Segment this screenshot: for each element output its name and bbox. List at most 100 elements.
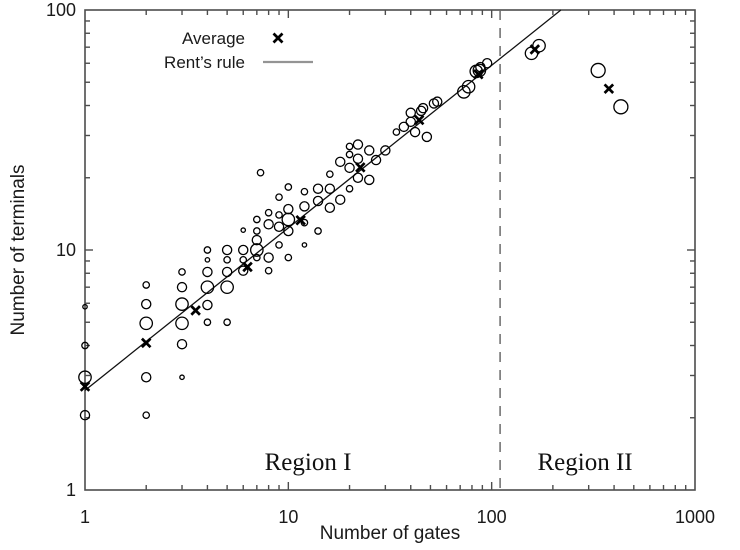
data-point-circle bbox=[363, 145, 375, 156]
data-point-circle bbox=[314, 227, 322, 235]
data-point-circle bbox=[202, 299, 213, 311]
data-point-circle bbox=[283, 225, 294, 237]
data-point-circle bbox=[223, 255, 231, 264]
data-point-circle bbox=[352, 139, 364, 150]
average-x-marker bbox=[190, 305, 201, 316]
data-point-circle bbox=[300, 187, 309, 196]
data-point-circle bbox=[281, 212, 296, 227]
average-x-marker bbox=[603, 83, 615, 94]
data-point-circle bbox=[409, 126, 421, 138]
data-point-circle bbox=[237, 265, 249, 276]
data-point-circle bbox=[421, 131, 433, 143]
data-point-circle bbox=[179, 374, 185, 381]
data-point-circle bbox=[345, 184, 354, 193]
plot-generated-layer: 1 10 100 1000 1 10 100 bbox=[46, 0, 715, 527]
x-tick-label: 100 bbox=[477, 507, 507, 527]
data-point-circle bbox=[200, 280, 215, 295]
data-point-circle bbox=[312, 183, 324, 194]
data-point-circle bbox=[273, 221, 285, 232]
data-point-circle bbox=[392, 128, 401, 136]
data-point-circle bbox=[415, 105, 427, 117]
data-point-circle bbox=[344, 162, 355, 174]
data-point-circle bbox=[239, 255, 248, 264]
data-point-circle bbox=[363, 174, 375, 186]
data-point-circle bbox=[405, 107, 417, 119]
average-x-marker bbox=[413, 114, 425, 126]
data-point-circle bbox=[142, 411, 151, 420]
data-point-circle bbox=[79, 409, 91, 421]
data-point-circle bbox=[334, 156, 346, 168]
average-x-marker bbox=[79, 381, 91, 392]
x-axis-title: Number of gates bbox=[320, 523, 460, 544]
data-point-circle bbox=[140, 371, 152, 383]
legend-rents-rule-label: Rent’s rule bbox=[164, 53, 245, 72]
data-point-circle bbox=[325, 170, 334, 179]
data-point-circle bbox=[324, 202, 336, 213]
data-point-circle bbox=[461, 79, 476, 94]
data-point-circle bbox=[481, 57, 493, 69]
data-point-circle bbox=[432, 96, 443, 107]
average-x-marker bbox=[473, 68, 484, 80]
data-point-circle bbox=[142, 281, 151, 289]
x-tick-label: 1 bbox=[80, 507, 90, 527]
data-point-circle bbox=[352, 153, 364, 164]
average-x-marker bbox=[529, 44, 541, 55]
data-point-circle bbox=[175, 297, 189, 311]
data-point-circle bbox=[263, 252, 274, 263]
data-point-circle bbox=[264, 266, 273, 275]
data-point-circle bbox=[81, 341, 89, 350]
data-point-circle bbox=[256, 168, 265, 177]
region-i-label: Region I bbox=[265, 449, 352, 476]
data-point-circle bbox=[223, 318, 231, 327]
legend-average-x-marker bbox=[272, 32, 284, 44]
data-point-circle bbox=[202, 266, 213, 278]
data-point-circle bbox=[284, 183, 293, 191]
data-point-circle bbox=[380, 145, 391, 156]
legend: Average Rent’s rule bbox=[164, 29, 313, 72]
data-point-circle bbox=[176, 281, 188, 293]
y-tick-label: 100 bbox=[46, 0, 76, 20]
y-tick-label: 1 bbox=[66, 480, 76, 500]
data-point-circle bbox=[457, 84, 471, 99]
data-point-circle bbox=[352, 172, 364, 184]
data-point-circle bbox=[221, 266, 233, 278]
data-point-circle bbox=[140, 298, 152, 310]
data-point-circle bbox=[139, 316, 154, 331]
y-axis-title: Number of terminals bbox=[8, 164, 29, 335]
data-point-circle bbox=[590, 62, 606, 79]
data-point-circle bbox=[252, 227, 261, 235]
x-tick-label: 1000 bbox=[675, 507, 715, 527]
data-point-circle bbox=[203, 246, 212, 254]
data-point-circle bbox=[252, 253, 261, 262]
data-point-circle bbox=[176, 338, 188, 350]
data-point-circle bbox=[398, 121, 410, 133]
data-point-circle bbox=[263, 219, 274, 230]
data-point-circle bbox=[299, 201, 310, 212]
data-point-circle bbox=[237, 244, 249, 256]
data-point-circle bbox=[264, 208, 273, 217]
data-point-circle bbox=[275, 241, 283, 249]
y-tick-label: 10 bbox=[56, 240, 76, 260]
data-point-circle bbox=[613, 99, 629, 115]
region-ii-label: Region II bbox=[538, 449, 633, 476]
data-point-circle bbox=[301, 242, 308, 248]
data-point-circle bbox=[251, 234, 263, 246]
data-point-circle bbox=[175, 316, 189, 331]
data-point-circle bbox=[249, 243, 264, 257]
plot-frame bbox=[84, 9, 696, 491]
average-x-marker bbox=[295, 215, 306, 226]
data-point-circle bbox=[324, 183, 336, 194]
data-point-circle bbox=[178, 268, 186, 276]
average-x-marker bbox=[355, 162, 366, 173]
data-point-circle bbox=[334, 194, 346, 205]
average-x-marker bbox=[140, 337, 152, 349]
data-point-circle bbox=[283, 203, 294, 215]
data-point-circle bbox=[82, 303, 88, 310]
x-tick-label: 10 bbox=[278, 507, 298, 527]
data-point-circle bbox=[204, 256, 211, 263]
data-point-circle bbox=[417, 102, 429, 114]
data-point-circle bbox=[220, 280, 234, 295]
data-point-circle bbox=[275, 193, 283, 202]
data-point-circle bbox=[203, 318, 212, 327]
data-point-circle bbox=[345, 150, 354, 159]
